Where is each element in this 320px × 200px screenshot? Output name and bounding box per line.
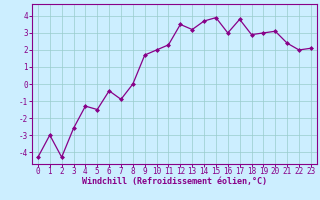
X-axis label: Windchill (Refroidissement éolien,°C): Windchill (Refroidissement éolien,°C) — [82, 177, 267, 186]
